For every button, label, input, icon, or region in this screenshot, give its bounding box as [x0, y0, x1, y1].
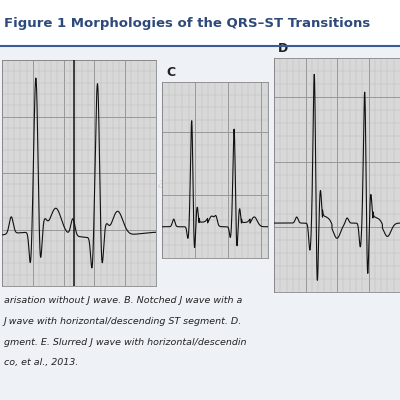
Text: C: C: [166, 66, 175, 78]
Text: gment. E. Slurred J wave with horizontal/descendin: gment. E. Slurred J wave with horizontal…: [4, 338, 246, 346]
Text: Malaysia: Malaysia: [184, 203, 232, 213]
Text: co, et al., 2013.: co, et al., 2013.: [4, 358, 78, 368]
Text: arisation without J wave. B. Notched J wave with a: arisation without J wave. B. Notched J w…: [4, 296, 242, 305]
Text: J wave with horizontal/descending ST segment. D.: J wave with horizontal/descending ST seg…: [4, 317, 242, 326]
Text: Figure 1 Morphologies of the QRS–ST Transitions: Figure 1 Morphologies of the QRS–ST Tran…: [4, 16, 370, 30]
Bar: [0, 0, 400, 46]
Text: Arrhythmia: Arrhythmia: [89, 177, 167, 191]
Text: D: D: [278, 42, 288, 54]
